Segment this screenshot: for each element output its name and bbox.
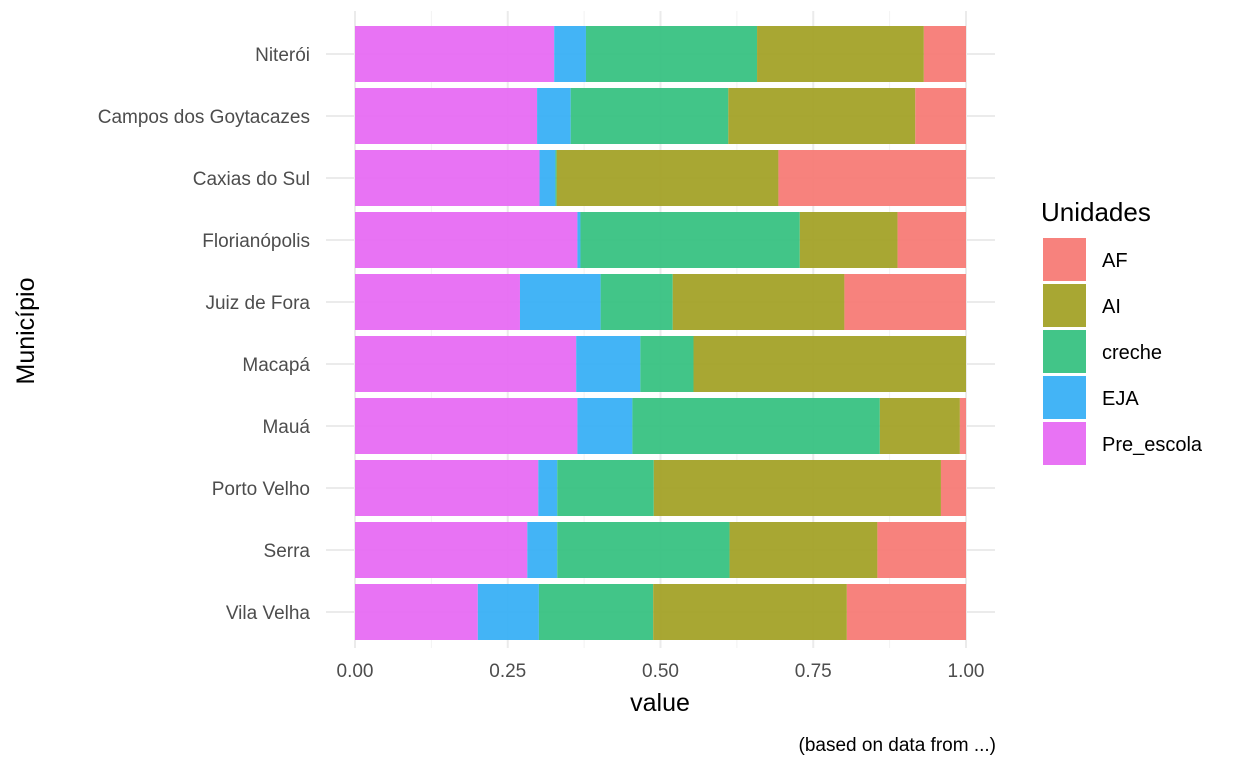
bar-campos-dos-goytacazes-eja: [537, 88, 571, 144]
bar-serra-eja: [527, 522, 558, 578]
bar-campos-dos-goytacazes-pre-escola: [355, 88, 538, 144]
bar-florianopolis-ai: [799, 212, 898, 268]
bar-caxias-do-sul-af: [778, 150, 966, 206]
legend-key-ai: [1043, 284, 1086, 327]
legend-label-af: AF: [1102, 250, 1128, 272]
bar-florianopolis-eja: [577, 212, 581, 268]
bar-vila-velha-ai: [653, 584, 847, 640]
bar-niteroi-ai: [757, 26, 924, 82]
x-axis-title: value: [630, 689, 690, 717]
bar-maua-pre-escola: [355, 398, 578, 454]
y-axis-title: Município: [12, 278, 40, 385]
bar-porto-velho-creche: [557, 460, 654, 516]
legend-key-creche: [1043, 330, 1086, 373]
bar-caxias-do-sul-eja: [539, 150, 556, 206]
bars: [355, 26, 966, 640]
bar-porto-velho-ai: [653, 460, 941, 516]
x-tick-labels: 0.00 0.25 0.50 0.75 1.00: [337, 661, 985, 682]
y-tick-label: Porto Velho: [212, 479, 310, 500]
bar-florianopolis-pre-escola: [355, 212, 578, 268]
legend-title: Unidades: [1041, 197, 1151, 227]
bar-maua-creche: [632, 398, 880, 454]
bar-juiz-de-fora-eja: [519, 274, 601, 330]
bar-florianopolis-af: [897, 212, 966, 268]
bar-serra-af: [877, 522, 966, 578]
bar-macapa-eja: [576, 336, 641, 392]
bar-juiz-de-fora-ai: [672, 274, 845, 330]
y-tick-label: Caxias do Sul: [193, 169, 310, 190]
y-tick-label: Juiz de Fora: [205, 293, 310, 314]
x-tick-label: 0.00: [337, 661, 374, 682]
bar-serra-creche: [557, 522, 730, 578]
bar-caxias-do-sul-ai: [556, 150, 779, 206]
bar-campos-dos-goytacazes-af: [915, 88, 966, 144]
bar-niteroi-pre-escola: [355, 26, 555, 82]
x-tick-label: 0.25: [489, 661, 526, 682]
bar-porto-velho-eja: [538, 460, 558, 516]
bar-maua-eja: [577, 398, 633, 454]
legend-label-pre-escola: Pre_escola: [1102, 434, 1203, 456]
y-tick-labels: Niterói Campos dos Goytacazes Caxias do Su…: [98, 45, 311, 624]
bar-niteroi-eja: [554, 26, 586, 82]
y-tick-label: Macapá: [242, 355, 310, 376]
legend-label-eja: EJA: [1102, 388, 1139, 410]
y-tick-label: Vila Velha: [226, 603, 311, 624]
legend-key-af: [1043, 238, 1086, 281]
y-tick-label: Mauá: [262, 417, 310, 438]
y-tick-label: Niterói: [255, 45, 310, 66]
x-tick-label: 1.00: [948, 661, 985, 682]
legend-label-ai: AI: [1102, 296, 1121, 318]
x-tick-label: 0.50: [642, 661, 679, 682]
y-tick-label: Serra: [264, 541, 311, 562]
bar-macapa-creche: [640, 336, 694, 392]
bar-campos-dos-goytacazes-ai: [728, 88, 916, 144]
legend-label-creche: creche: [1102, 342, 1162, 364]
bar-porto-velho-af: [940, 460, 966, 516]
bar-macapa-pre-escola: [355, 336, 577, 392]
bar-maua-af: [959, 398, 966, 454]
bar-maua-ai: [879, 398, 960, 454]
bar-florianopolis-creche: [580, 212, 800, 268]
bar-juiz-de-fora-creche: [600, 274, 673, 330]
bar-vila-velha-pre-escola: [355, 584, 478, 640]
bar-juiz-de-fora-af: [844, 274, 966, 330]
bar-niteroi-creche: [585, 26, 758, 82]
x-tick-label: 0.75: [795, 661, 832, 682]
bar-serra-pre-escola: [355, 522, 528, 578]
bar-niteroi-af: [923, 26, 966, 82]
bar-vila-velha-af: [846, 584, 966, 640]
bar-caxias-do-sul-creche: [555, 150, 557, 206]
bar-vila-velha-creche: [538, 584, 654, 640]
legend: Unidades AF AI creche EJA Pre_escola: [1041, 197, 1203, 465]
legend-key-pre-escola: [1043, 422, 1086, 465]
bar-serra-ai: [729, 522, 878, 578]
legend-key-eja: [1043, 376, 1086, 419]
caption: (based on data from ...): [799, 735, 997, 756]
bar-juiz-de-fora-pre-escola: [355, 274, 520, 330]
bar-macapa-ai: [693, 336, 966, 392]
bar-porto-velho-pre-escola: [355, 460, 539, 516]
y-tick-label: Florianópolis: [202, 231, 310, 252]
bar-caxias-do-sul-pre-escola: [355, 150, 540, 206]
bar-vila-velha-eja: [477, 584, 539, 640]
bar-campos-dos-goytacazes-creche: [570, 88, 729, 144]
y-tick-label: Campos dos Goytacazes: [98, 107, 310, 128]
